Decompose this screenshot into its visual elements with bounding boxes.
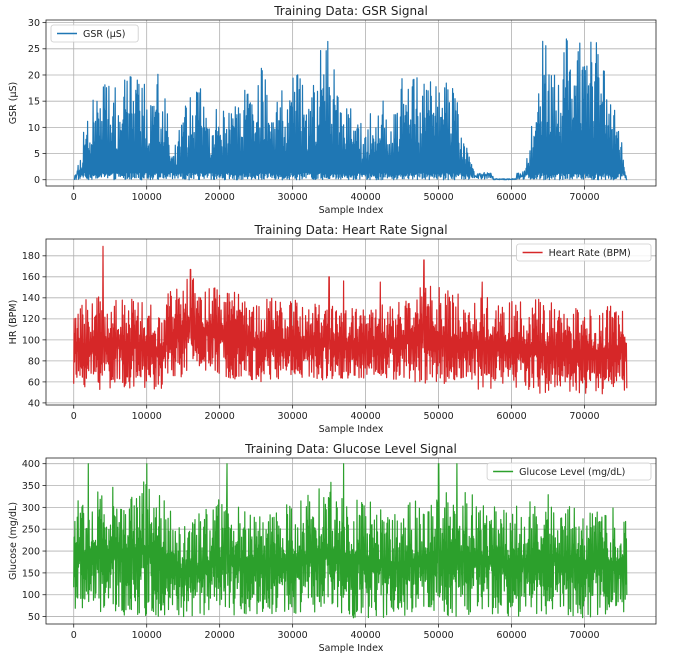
x-tick-label: 50000 [423, 411, 453, 422]
y-tick-label: 160 [22, 272, 40, 283]
x-tick-label: 40000 [350, 630, 380, 641]
chart-panel-2: 0 10000 20000 30000 40000 50000 60000 70000 40 60… [8, 223, 657, 435]
y-tick-label: 40 [28, 398, 40, 409]
y-tick-label: 250 [22, 525, 40, 536]
y-tick-label: 10 [28, 123, 40, 134]
x-tick-label: 10000 [132, 192, 162, 203]
legend: Glucose Level (mg/dL) [486, 462, 652, 481]
x-tick-label: 0 [71, 630, 77, 641]
chart-title: Training Data: GSR Signal [273, 4, 428, 18]
chart-panel-1: 0 10000 20000 30000 40000 50000 60000 70000 0 5 10… [8, 4, 657, 216]
legend-box [50, 24, 139, 43]
x-tick-label: 40000 [350, 411, 380, 422]
chart-panel-3: 0 10000 20000 30000 40000 50000 60000 70000 50 10… [8, 442, 657, 654]
y-tick-label: 0 [34, 175, 40, 186]
y-axis-label: Glucose (mg/dL) [8, 502, 19, 580]
y-tick-label: 100 [22, 335, 40, 346]
x-tick-label: 50000 [423, 630, 453, 641]
x-tick-label: 10000 [132, 630, 162, 641]
series-line [73, 463, 628, 619]
x-tick-label: 0 [71, 192, 77, 203]
y-tick-label: 50 [28, 612, 40, 623]
plot-frame [45, 238, 657, 406]
y-tick-label: 300 [22, 503, 40, 514]
y-tick-label: 25 [28, 44, 40, 55]
x-tick-label: 50000 [423, 192, 453, 203]
y-tick-label: 400 [22, 459, 40, 470]
x-tick-label: 70000 [569, 411, 599, 422]
y-tick-label: 180 [22, 251, 40, 262]
y-tick-label: 100 [22, 590, 40, 601]
x-tick-label: 60000 [496, 630, 526, 641]
x-axis-label: Sample Index [319, 205, 384, 216]
plot-frame [45, 19, 657, 187]
legend-label: Glucose Level (mg/dL) [519, 467, 625, 478]
series-line [73, 38, 628, 181]
legend: GSR (µS) [50, 24, 139, 43]
legend-box [486, 462, 652, 481]
y-tick-label: 15 [28, 97, 40, 108]
y-tick-label: 20 [28, 70, 40, 81]
y-axis-label: GSR (µS) [8, 82, 19, 125]
y-tick-label: 60 [28, 377, 40, 388]
y-tick-label: 30 [28, 18, 40, 29]
x-axis-label: Sample Index [319, 424, 384, 435]
x-tick-label: 40000 [350, 192, 380, 203]
y-tick-label: 120 [22, 314, 40, 325]
y-tick-label: 350 [22, 481, 40, 492]
x-tick-label: 10000 [132, 411, 162, 422]
y-tick-label: 80 [28, 356, 40, 367]
plot-frame [45, 457, 657, 625]
chart-title: Training Data: Glucose Level Signal [244, 442, 457, 456]
x-tick-label: 60000 [496, 192, 526, 203]
x-axis-label: Sample Index [319, 643, 384, 654]
x-tick-label: 20000 [205, 630, 235, 641]
y-tick-label: 150 [22, 568, 40, 579]
x-tick-label: 70000 [569, 192, 599, 203]
y-tick-label: 200 [22, 546, 40, 557]
legend-label: GSR (µS) [83, 29, 126, 40]
chart-title: Training Data: Heart Rate Signal [253, 223, 447, 237]
y-tick-label: 5 [34, 149, 40, 160]
y-tick-label: 140 [22, 293, 40, 304]
y-axis-label: HR (BPM) [8, 300, 19, 345]
x-tick-label: 0 [71, 411, 77, 422]
legend-label: Heart Rate (BPM) [549, 248, 631, 259]
series-line [73, 245, 628, 395]
legend-box [516, 243, 652, 262]
legend: Heart Rate (BPM) [516, 243, 652, 262]
x-tick-label: 20000 [205, 192, 235, 203]
x-tick-label: 30000 [278, 411, 308, 422]
x-tick-label: 60000 [496, 411, 526, 422]
x-tick-label: 30000 [278, 630, 308, 641]
x-tick-label: 70000 [569, 630, 599, 641]
x-tick-label: 20000 [205, 411, 235, 422]
x-tick-label: 30000 [278, 192, 308, 203]
